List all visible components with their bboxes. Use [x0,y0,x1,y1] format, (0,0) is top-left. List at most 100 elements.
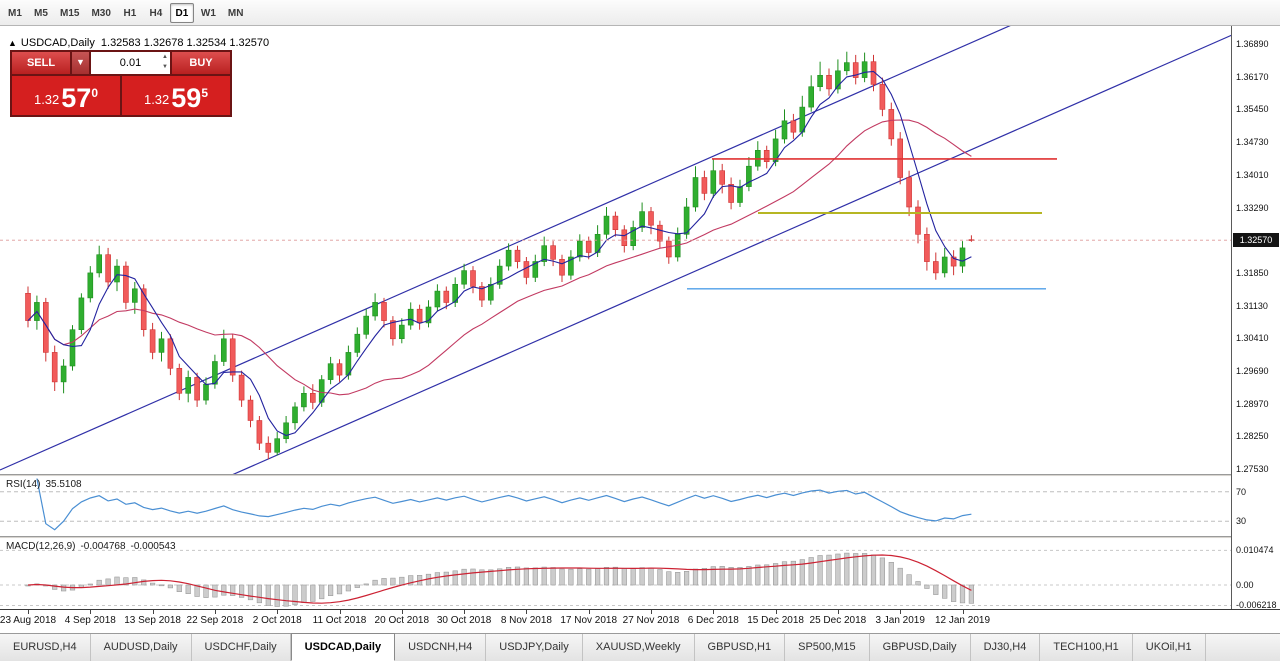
date-tick-mark [277,610,279,614]
price-axis-label: 1.34010 [1236,169,1269,180]
date-tick-mark [588,610,590,614]
buy-price-pips: 59 [171,83,202,113]
chart-tab-gbpusd-daily[interactable]: GBPUSD,Daily [870,634,971,661]
chart-tab-audusd-daily[interactable]: AUDUSD,Daily [91,634,192,661]
timeframe-button-m30[interactable]: M30 [91,7,111,19]
chart-tab-usdchf-daily[interactable]: USDCHF,Daily [192,634,291,661]
volume-dropdown-button[interactable]: ▼ [72,52,89,74]
chart-shift-icon: ▲ [8,38,17,48]
date-tick-mark [837,610,839,614]
rsi-level-label: 30 [1236,516,1247,527]
date-axis-label: 2 Oct 2018 [252,615,302,626]
volume-value: 0.01 [119,57,142,69]
sell-price-base: 1.32 [33,92,60,107]
price-axis-label: 1.29690 [1236,366,1269,376]
timeframe-button-mn[interactable]: MN [227,7,244,19]
date-tick-mark [90,610,92,614]
timeframe-button-m5[interactable]: M5 [34,7,48,19]
volume-spinner[interactable]: ▲ ▼ [162,52,168,72]
date-axis-label: 8 Nov 2018 [500,615,552,626]
date-tick-mark [713,610,715,614]
price-axis-label: 1.31850 [1236,267,1269,278]
timeframe-button-w1[interactable]: W1 [200,7,216,19]
chart-ohlc-header: ▲ USDCAD,Daily 1.32583 1.32678 1.32534 1.3… [8,37,269,49]
date-axis-label: 17 Nov 2018 [560,615,618,626]
timeframe-button-h1[interactable]: H1 [123,7,137,19]
date-axis-label: 12 Jan 2019 [934,615,991,626]
volume-field[interactable]: 0.01 ▲ ▼ [91,52,170,74]
chart-tab-usdcnh-h4[interactable]: USDCNH,H4 [395,634,487,661]
pane-splitter[interactable] [0,474,1280,477]
date-tick-mark [214,610,216,614]
buy-price-display[interactable]: 1.32 59 5 [122,76,230,115]
date-tick-mark [651,610,652,614]
date-axis-label: 25 Dec 2018 [809,615,867,626]
chart-tab-dj30-h4[interactable]: DJ30,H4 [971,634,1041,661]
buy-price-point: 5 [201,86,209,100]
chart-tab-tech100-h1[interactable]: TECH100,H1 [1040,634,1133,661]
rsi-indicator-pane[interactable] [0,477,1232,536]
date-axis: 23 Aug 2018 4 Sep 2018 13 Sep 2018 22 Sep 2… [0,610,1280,633]
timeframe-button-m15[interactable]: M15 [60,7,80,19]
price-axis-label: 1.34730 [1236,137,1269,148]
price-chart-canvas[interactable] [0,26,1232,474]
date-axis-label: 30 Oct 2018 [436,615,492,626]
timeframe-toolbar: M1 M5 M15 M30 H1 H4 D1 W1 MN [0,0,1280,26]
sell-price-point: 0 [91,86,99,100]
date-tick-mark [152,610,154,614]
date-tick-mark [962,610,964,614]
date-axis-label: 4 Sep 2018 [64,615,116,626]
date-tick-mark [775,610,777,614]
pane-splitter[interactable] [0,536,1280,539]
date-axis-label: 20 Oct 2018 [374,615,430,626]
macd-signal-value: -0.000543 [130,541,176,552]
chart-tab-eurusd-h4[interactable]: EURUSD,H4 [0,634,91,661]
timeframe-button-h4[interactable]: H4 [149,7,163,19]
chart-tab-ukoil-h1[interactable]: UKOil,H1 [1133,634,1206,661]
date-axis-label: 27 Nov 2018 [622,615,680,626]
price-axis-label: 1.36890 [1236,39,1269,49]
date-tick-mark [28,610,29,614]
chart-bottom-border [0,609,1280,610]
spinner-down-icon: ▼ [162,64,168,70]
date-axis-label: 22 Sep 2018 [186,615,244,626]
date-axis-label: 3 Jan 2019 [875,615,925,626]
chart-tab-gbpusd-h1[interactable]: GBPUSD,H1 [695,634,786,661]
price-axis-label: 1.28250 [1236,431,1269,442]
chart-tab-xauusd-weekly[interactable]: XAUUSD,Weekly [583,634,695,661]
macd-level-label: -0.006218 [1236,600,1277,610]
price-axis: 1.36890 1.36170 1.35450 1.34730 1.34010 1.332… [1232,26,1280,610]
price-axis-label: 1.30410 [1236,333,1269,344]
sell-button[interactable]: SELL [12,52,70,74]
macd-level-label: 0.010474 [1236,545,1274,556]
chart-tab-usdcad-daily[interactable]: USDCAD,Daily [290,633,396,661]
date-tick-mark [401,610,403,614]
price-axis-label: 1.28970 [1236,398,1269,409]
rsi-name: RSI(14) [6,479,41,490]
date-axis-label: 15 Dec 2018 [747,615,804,626]
chart-symbol-label: USDCAD,Daily [20,37,95,49]
timeframe-button-d1[interactable]: D1 [169,2,194,23]
price-axis-label: 1.36170 [1236,71,1269,82]
price-axis-label: 1.35450 [1236,104,1269,115]
macd-indicator-pane[interactable] [0,539,1232,609]
current-price-tag: 1.32570 [1233,233,1279,248]
chart-tab-sp500-m15[interactable]: SP500,M15 [785,634,870,661]
sell-price-pips: 57 [61,83,92,113]
spinner-up-icon: ▲ [162,54,168,60]
sell-price-display[interactable]: 1.32 57 0 [12,76,120,115]
date-tick-mark [464,610,466,614]
chart-tab-usdjpy-daily[interactable]: USDJPY,Daily [486,634,583,661]
macd-label: MACD(12,26,9) -0.004768 -0.000543 [6,541,181,552]
timeframe-button-m1[interactable]: M1 [8,7,22,19]
date-tick-mark [526,610,528,614]
chart-ohlc-values: 1.32583 1.32678 1.32534 1.32570 [100,37,270,49]
macd-name: MACD(12,26,9) [6,541,76,552]
one-click-trading-panel: SELL ▼ 0.01 ▲ ▼ BUY 1.32 57 0 1.32 59 5 [10,50,232,117]
trade-controls-row: SELL ▼ 0.01 ▲ ▼ BUY [12,52,230,74]
buy-button[interactable]: BUY [172,52,230,74]
trade-prices-row: 1.32 57 0 1.32 59 5 [12,76,230,115]
date-tick-mark [900,610,902,614]
rsi-value: 35.5108 [45,479,82,490]
timeframe-button-group: M1 M5 M15 M30 H1 H4 D1 W1 MN [2,2,249,23]
